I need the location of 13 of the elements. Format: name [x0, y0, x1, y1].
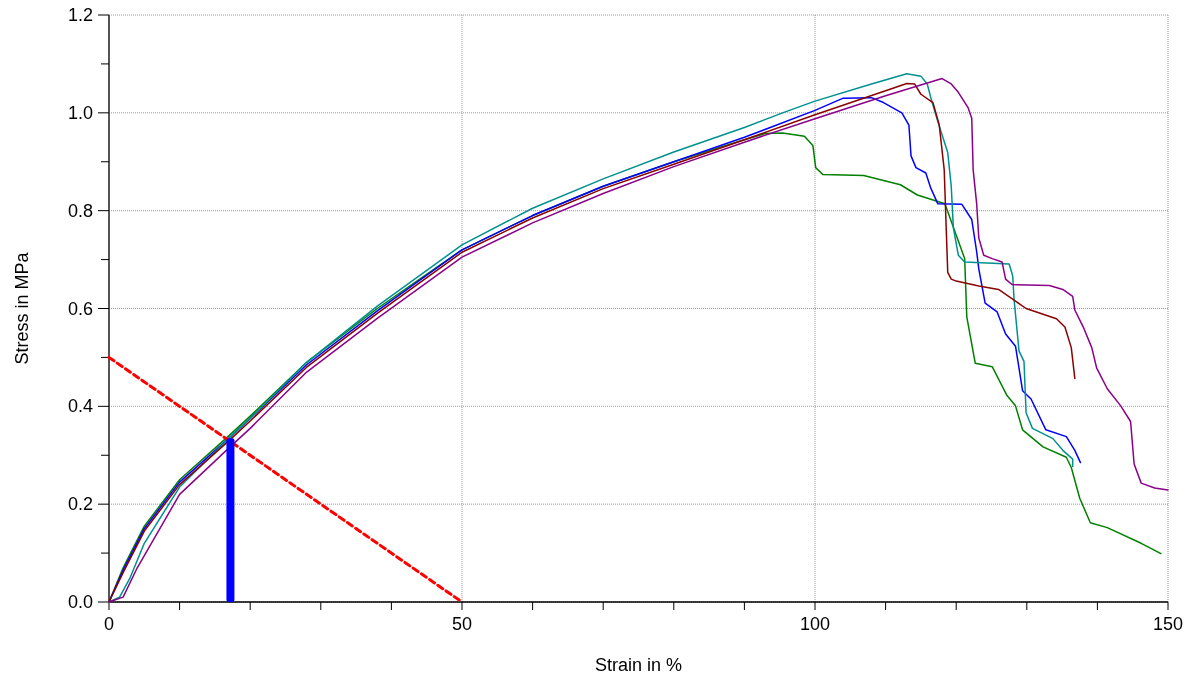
y-tick-label: 0.8 [67, 200, 93, 221]
y-tick-label: 0.0 [67, 592, 93, 612]
y-tick-label: 0.2 [67, 494, 93, 515]
x-axis-title: Strain in % [594, 655, 683, 675]
y-tick-label: 0.6 [67, 298, 93, 319]
y-tick-label: 1.2 [67, 5, 93, 25]
x-tick-label: 0 [103, 614, 115, 634]
y-tick-label: 1.0 [67, 102, 93, 123]
x-tick-label: 100 [799, 614, 831, 634]
x-tick-label: 150 [1152, 614, 1184, 634]
y-axis-title: Stress in MPa [12, 251, 32, 365]
y-tick-label: 0.4 [67, 396, 93, 417]
x-tick-label: 50 [451, 614, 473, 634]
